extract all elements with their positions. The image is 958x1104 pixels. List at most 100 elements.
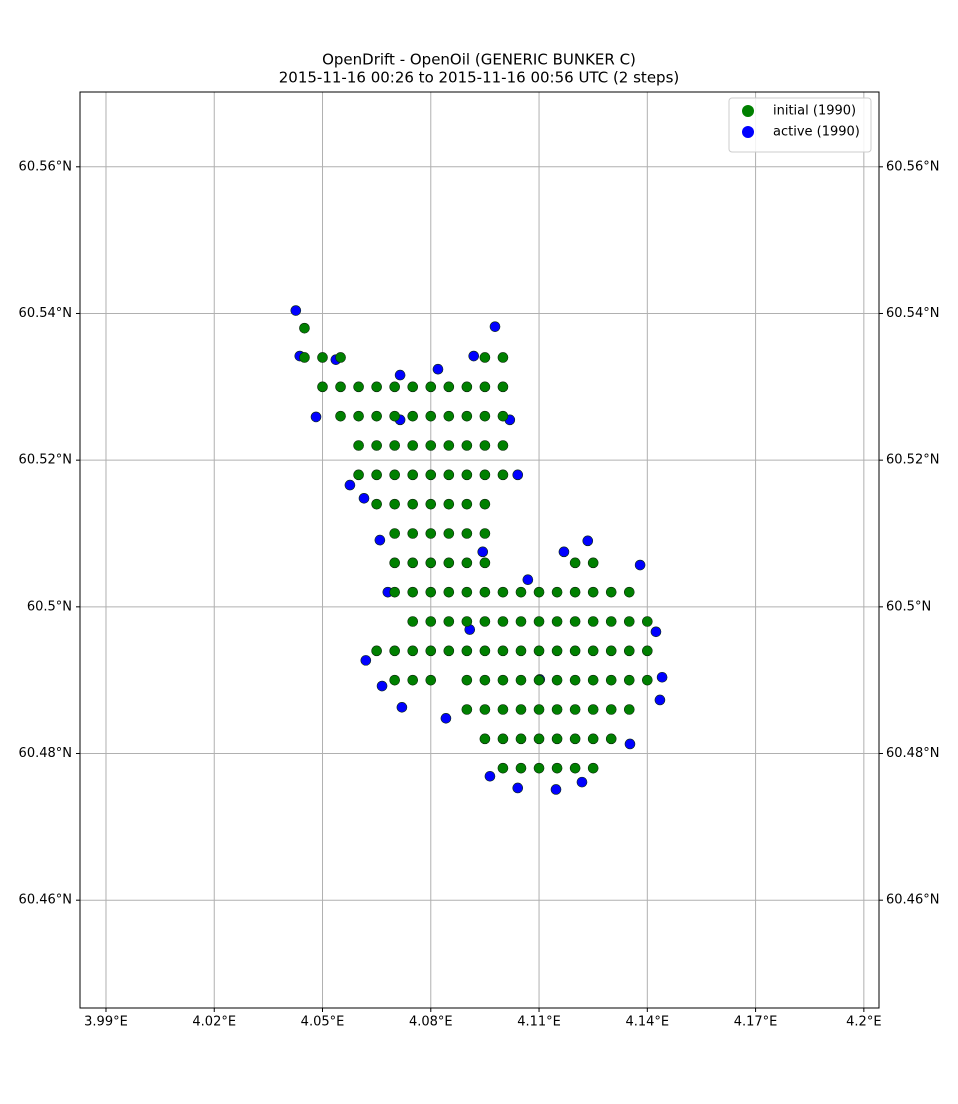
particle [461,704,473,715]
legend-box [728,97,872,153]
particle [353,381,364,393]
particle [425,381,437,393]
particle [569,645,581,657]
particle [642,616,653,627]
particle [642,645,653,657]
particle [310,411,322,423]
particle [515,586,527,598]
particle [425,616,437,627]
particle [461,381,473,393]
particle [461,440,473,451]
particle [587,645,599,657]
particle [605,586,617,598]
axes: 3.99°E 4.02°E 4.05°E 4.08°E 4.11°E 4.14°E 4.17… [19,159,940,1029]
x-tick-label: 4.17°E [734,1015,778,1030]
particle [358,492,370,504]
particle [425,557,437,569]
particle [407,616,419,627]
particle [407,440,419,451]
particle [353,440,364,451]
particle [479,352,491,363]
particle [407,645,419,657]
particle [642,674,653,686]
particle [389,469,400,481]
particle [479,733,491,745]
particle [443,469,455,481]
legend-marker [742,105,754,117]
particle [479,645,491,657]
particle [533,704,545,715]
chart-subtitle: 2015-11-16 00:26 to 2015-11-16 00:56 UTC… [279,69,679,87]
particle [440,713,452,724]
particle [484,770,496,782]
y-tick-label: 60.52°N [19,453,72,468]
particle [461,469,473,481]
y-tick-label-right: 60.54°N [886,306,939,321]
particle [425,410,437,422]
particle [335,410,346,422]
particle [461,498,473,510]
particle [479,469,491,481]
particle [497,469,509,481]
particle [533,762,545,774]
x-tick-label: 4.08°E [409,1015,453,1030]
particle [479,410,491,422]
x-tick-label: 4.14°E [625,1015,669,1030]
particle [551,586,563,598]
particle [479,616,491,627]
x-tick-label: 4.02°E [192,1015,236,1030]
particle [515,704,527,715]
particle [623,616,635,627]
particle [389,498,400,510]
particle [551,704,563,715]
particle [479,557,491,569]
particle [522,574,534,586]
particle [461,645,473,657]
particle [479,528,491,539]
particle [587,674,599,686]
particle [497,645,509,657]
particle [576,776,588,788]
particle [376,680,388,692]
particle [515,645,527,657]
particle [623,674,635,686]
particle [656,671,668,683]
particle [468,350,480,362]
particle [515,762,527,774]
particle [407,557,419,569]
particle [497,733,509,745]
particle [371,645,382,657]
particle [558,546,570,558]
particle [551,616,563,627]
legend-label: initial (1990) [773,104,856,119]
particle [461,557,473,569]
particle [512,782,524,794]
particle [443,557,455,569]
particle [360,655,372,666]
particle [479,586,491,598]
particle [654,694,666,706]
particle [407,498,419,510]
particle [479,704,491,715]
particle [533,616,545,627]
particle [587,762,599,774]
particle [389,557,400,569]
particle [582,535,594,547]
particle [479,381,491,393]
particle [317,381,328,393]
particle [389,528,400,539]
particle [407,586,419,598]
particle [443,586,455,598]
particle [551,762,563,774]
y-tick-label: 60.54°N [19,306,72,321]
particle [353,410,364,422]
particle [515,733,527,745]
y-tick-label: 60.46°N [19,893,72,908]
particle [587,704,599,715]
y-tick-label: 60.48°N [19,746,72,761]
particle [396,702,408,713]
particle [512,469,524,481]
particle [407,674,419,686]
